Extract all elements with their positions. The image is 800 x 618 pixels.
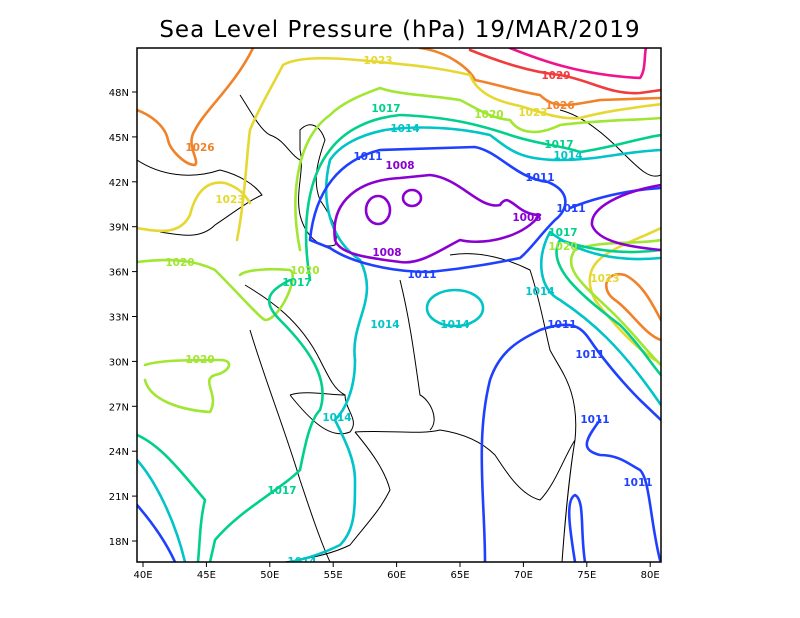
lon-tick-label: 60E — [387, 570, 406, 581]
isobar-1017 — [555, 238, 661, 377]
contour-label: 1014 — [390, 123, 419, 135]
isobar-1011 — [480, 323, 661, 562]
lat-tick-label: 33N — [109, 313, 129, 324]
isobar-1011 — [568, 186, 661, 210]
lon-tick-label: 40E — [133, 570, 152, 581]
contour-label: 1017 — [544, 139, 573, 151]
isobar-1011 — [308, 145, 567, 274]
lon-tick-label: 80E — [641, 570, 660, 581]
contour-label: 1014 — [440, 319, 469, 331]
isobar-1014 — [324, 126, 661, 362]
lat-tick-label: 30N — [109, 357, 129, 368]
isobar-1023 — [235, 56, 661, 242]
coastlines — [137, 94, 661, 562]
lat-tick-label: 36N — [109, 268, 129, 279]
contour-label: 1008 — [385, 160, 414, 172]
contour-label: 1026 — [185, 142, 214, 154]
contour-label: 1020 — [474, 109, 503, 121]
contour-label: 1023 — [215, 194, 244, 206]
lon-tick-label: 45E — [197, 570, 216, 581]
isobar-1020 — [143, 358, 231, 414]
lat-tick-label: 21N — [109, 492, 129, 503]
contour-label: 1014 — [287, 556, 316, 568]
contour-label: 1026 — [545, 100, 574, 112]
isobar-1014 — [288, 358, 357, 562]
lat-tick-label: 42N — [109, 178, 129, 189]
isobar-1017 — [137, 433, 207, 562]
contour-label: 1017 — [282, 277, 311, 289]
axes: 40E 45E 50E 55E 60E 65E 70E 75E 80E 48N 45N 42N 39N 3… — [109, 88, 660, 581]
isobar-1008 — [333, 173, 542, 264]
map-title: Sea Level Pressure (hPa) 19/MAR/2019 — [159, 17, 641, 43]
isobar-1011 — [567, 493, 587, 562]
contour-label: 1023 — [590, 273, 619, 285]
isobar-1011 — [585, 418, 661, 562]
contour-label: 1023 — [518, 107, 547, 119]
contour-label: 1014 — [370, 319, 399, 331]
isobar-1023 — [137, 181, 252, 233]
lon-tick-label: 65E — [450, 570, 469, 581]
contour-label: 1011 — [623, 477, 652, 489]
isobar-1020 — [137, 258, 294, 322]
contour-label: 1014 — [525, 286, 554, 298]
isobar-1014 — [425, 288, 485, 328]
isobar-1032 — [508, 48, 648, 80]
isobar-1017 — [304, 113, 661, 282]
lon-tick-label: 70E — [514, 570, 533, 581]
contour-label: 1014 — [553, 150, 582, 162]
isobar-1026 — [418, 48, 661, 107]
lon-tick-label: 50E — [260, 570, 279, 581]
isobar-1008 — [590, 183, 661, 252]
isobar-1008 — [364, 194, 392, 226]
isobar-1008 — [401, 188, 423, 208]
isobar-1014 — [539, 230, 661, 407]
lon-tick-label: 55E — [324, 570, 343, 581]
contour-label: 1014 — [322, 412, 351, 424]
lon-tick-label: 75E — [577, 570, 596, 581]
contour-label: 1008 — [372, 247, 401, 259]
contour-label: 1011 — [556, 203, 585, 215]
plot-frame — [136, 47, 662, 563]
isobar-1029 — [468, 48, 661, 95]
lat-tick-label: 45N — [109, 133, 129, 144]
isobar-1026 — [137, 48, 255, 167]
contour-label: 1020 — [548, 241, 577, 253]
contour-label: 1017 — [371, 103, 400, 115]
contour-lines — [137, 48, 661, 562]
lat-tick-label: 39N — [109, 223, 129, 234]
lat-tick-label: 27N — [109, 402, 129, 413]
contour-label: 1011 — [547, 319, 576, 331]
lat-tick-label: 48N — [109, 88, 129, 99]
isobar-1014 — [137, 458, 187, 562]
contour-label: 1011 — [407, 269, 436, 281]
lat-tick-label: 24N — [109, 447, 129, 458]
contour-label: 1029 — [541, 70, 570, 82]
contour-label: 1011 — [525, 172, 554, 184]
contour-label: 1008 — [512, 212, 541, 224]
contour-label: 1020 — [165, 257, 194, 269]
isobar-1017 — [208, 278, 324, 562]
isobar-1026 — [605, 272, 661, 342]
contour-label: 1020 — [185, 354, 214, 366]
contour-label: 1011 — [575, 349, 604, 361]
contour-label: 1023 — [363, 55, 392, 67]
contour-labels: 1029 1026 1023 1020 1023 1017 1014 1011 … — [165, 55, 652, 568]
contour-label: 1020 — [290, 265, 319, 277]
isobar-1011 — [137, 503, 177, 562]
isobar-1020 — [294, 86, 661, 252]
contour-label: 1011 — [580, 414, 609, 426]
contour-label: 1011 — [353, 151, 382, 163]
contour-label: 1017 — [267, 485, 296, 497]
contour-label: 1017 — [548, 227, 577, 239]
lat-tick-label: 18N — [109, 537, 129, 548]
